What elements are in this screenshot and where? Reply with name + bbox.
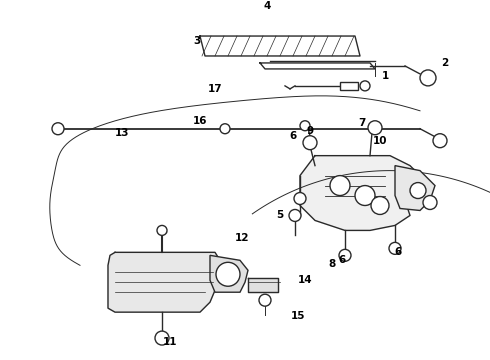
Text: 1: 1 xyxy=(381,71,389,81)
Circle shape xyxy=(360,81,370,91)
Text: 3: 3 xyxy=(194,36,200,46)
Circle shape xyxy=(423,195,437,210)
Text: 17: 17 xyxy=(208,84,222,94)
Text: 5: 5 xyxy=(276,211,284,220)
Bar xyxy=(340,82,358,90)
Circle shape xyxy=(371,197,389,215)
Circle shape xyxy=(300,121,310,131)
Circle shape xyxy=(289,210,301,221)
Circle shape xyxy=(259,294,271,306)
Polygon shape xyxy=(248,278,278,292)
Circle shape xyxy=(389,242,401,254)
Text: 7: 7 xyxy=(358,118,366,128)
Text: 12: 12 xyxy=(235,233,249,243)
Text: 4: 4 xyxy=(263,1,270,11)
Circle shape xyxy=(157,225,167,235)
Circle shape xyxy=(216,262,240,286)
Text: 6: 6 xyxy=(290,131,296,141)
Text: 11: 11 xyxy=(163,337,177,347)
Polygon shape xyxy=(300,156,420,230)
Text: 14: 14 xyxy=(298,275,312,285)
Circle shape xyxy=(339,249,351,261)
Polygon shape xyxy=(200,36,360,56)
Text: 16: 16 xyxy=(193,116,207,126)
Circle shape xyxy=(330,176,350,195)
Circle shape xyxy=(52,123,64,135)
Circle shape xyxy=(294,193,306,204)
Text: 10: 10 xyxy=(373,136,387,146)
Circle shape xyxy=(420,70,436,86)
Polygon shape xyxy=(210,255,248,292)
Circle shape xyxy=(368,121,382,135)
Circle shape xyxy=(220,124,230,134)
Circle shape xyxy=(303,136,317,150)
Polygon shape xyxy=(260,63,375,69)
Polygon shape xyxy=(108,252,220,312)
Text: 6: 6 xyxy=(339,255,345,265)
Text: 8: 8 xyxy=(328,259,336,269)
Circle shape xyxy=(355,185,375,206)
Text: 6: 6 xyxy=(394,247,402,257)
Text: 9: 9 xyxy=(306,126,314,136)
Circle shape xyxy=(433,134,447,148)
Text: 13: 13 xyxy=(115,128,129,138)
Polygon shape xyxy=(395,166,435,211)
Circle shape xyxy=(155,331,169,345)
Circle shape xyxy=(410,183,426,198)
Text: 15: 15 xyxy=(291,311,305,321)
Text: 2: 2 xyxy=(441,58,449,68)
